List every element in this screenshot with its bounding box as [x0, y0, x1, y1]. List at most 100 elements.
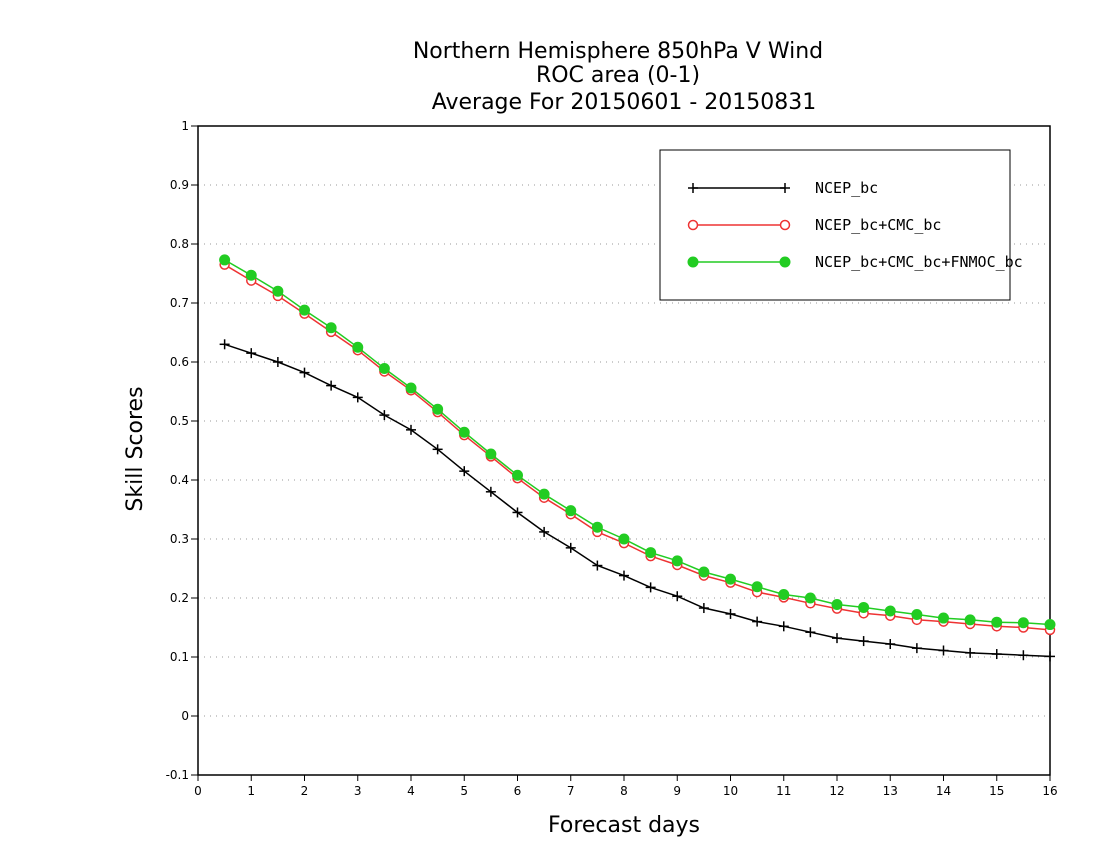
plus-marker [485, 486, 496, 497]
plus-marker [352, 392, 363, 403]
plus-marker [459, 466, 470, 477]
plus-marker [672, 591, 683, 602]
x-tick-label: 10 [723, 784, 738, 798]
x-tick-label: 14 [936, 784, 951, 798]
filled-circle-marker [591, 521, 603, 533]
filled-circle-marker [938, 612, 949, 624]
chart-title-line-2: ROC area (0-1) [536, 63, 700, 88]
y-tick-label: 0.5 [170, 414, 189, 428]
open-circle-marker [687, 219, 699, 231]
chart-title-line-1: Northern Hemisphere 850hPa V Wind [413, 39, 823, 64]
y-tick-label: 0.1 [170, 650, 189, 664]
plus-marker [406, 424, 416, 435]
filled-circle-marker [299, 304, 310, 316]
y-tick-label: 0.2 [170, 591, 189, 605]
y-tick-label: 0 [181, 709, 189, 723]
plus-marker [991, 649, 1002, 660]
plus-marker [619, 570, 629, 581]
legend: NCEP_bc NCEP_bc+CMC_bc NCEP_bc+CMC_bc+FNMO… [659, 149, 1023, 301]
filled-circle-marker [671, 555, 683, 567]
plus-marker [688, 183, 698, 193]
filled-circle-marker [687, 256, 699, 268]
plus-marker [539, 526, 550, 537]
legend-label: NCEP_bc [815, 179, 878, 197]
plus-marker [1018, 650, 1029, 661]
x-tick-label: 4 [407, 784, 415, 798]
filled-circle-marker [831, 598, 843, 610]
plus-marker [272, 357, 283, 367]
filled-circle-marker [778, 588, 790, 600]
filled-circle-marker [884, 605, 896, 617]
legend-label: NCEP_bc+CMC_bc+FNMOC_bc [815, 253, 1023, 271]
filled-circle-marker [272, 285, 284, 297]
filled-circle-marker [538, 488, 550, 500]
series-3 [219, 254, 1056, 631]
plus-marker [752, 616, 763, 627]
x-tick-label: 6 [514, 784, 522, 798]
plus-marker [858, 636, 869, 647]
filled-circle-marker [458, 426, 470, 438]
y-tick-label: 0.9 [170, 178, 189, 192]
plus-marker [299, 367, 310, 378]
chart-title: Northern Hemisphere 850hPa V Wind ROC ar… [413, 39, 823, 115]
x-tick-label: 5 [460, 784, 468, 798]
x-axis-title: Forecast days [548, 813, 700, 838]
filled-circle-marker [698, 566, 710, 578]
x-tick-label: 9 [673, 784, 681, 798]
series-line [224, 264, 1051, 631]
legend-entry: NCEP_bc [688, 179, 878, 197]
y-tick-label: 0.8 [170, 237, 189, 251]
x-tick-label: 13 [883, 784, 898, 798]
plus-marker [778, 621, 789, 632]
y-tick-label: 0.6 [170, 355, 189, 369]
filled-circle-marker [405, 382, 417, 394]
x-tick-label: 12 [829, 784, 844, 798]
filled-circle-marker [565, 505, 577, 517]
x-tick-label: 7 [567, 784, 575, 798]
legend-entry: NCEP_bc+CMC_bc+FNMOC_bc [687, 253, 1023, 271]
plus-marker [780, 183, 790, 193]
y-tick-label: 0.3 [170, 532, 189, 546]
filled-circle-marker [1017, 617, 1029, 629]
filled-circle-marker [779, 256, 791, 268]
x-tick-label: 2 [301, 784, 309, 798]
filled-circle-marker [725, 573, 736, 585]
filled-circle-marker [432, 403, 444, 415]
filled-circle-marker [618, 533, 630, 545]
series-2 [219, 259, 1056, 636]
legend-label: NCEP_bc+CMC_bc [815, 216, 941, 234]
x-tick-label: 8 [620, 784, 628, 798]
series-line [224, 259, 1051, 626]
plus-marker [432, 444, 443, 455]
series-1 [219, 339, 1055, 662]
open-circle-marker [779, 219, 791, 231]
y-tick-label: 1 [181, 119, 189, 133]
filled-circle-marker [911, 609, 923, 621]
plus-marker [911, 643, 922, 654]
filled-circle-marker [219, 254, 231, 266]
x-tick-label: 11 [776, 784, 791, 798]
plus-marker [938, 645, 949, 656]
x-tick-label: 3 [354, 784, 362, 798]
plus-marker [219, 339, 230, 350]
plus-marker [1045, 651, 1055, 662]
y-axis-title: Skill Scores [123, 386, 148, 511]
x-tick-label: 0 [194, 784, 202, 798]
filled-circle-marker [1044, 619, 1056, 631]
filled-circle-marker [858, 601, 870, 613]
plus-marker [725, 608, 736, 619]
filled-circle-marker [512, 469, 523, 481]
filled-circle-marker [352, 341, 364, 353]
filled-circle-marker [991, 616, 1003, 628]
plus-marker [885, 639, 896, 650]
series-line [224, 343, 1051, 658]
plus-marker [698, 603, 709, 614]
y-tick-label: 0.4 [170, 473, 189, 487]
filled-circle-marker [804, 592, 816, 604]
filled-circle-marker [485, 448, 497, 460]
axes: -0.100.10.20.30.40.50.60.70.80.910 1 2 3 4 5 6… [166, 119, 1058, 798]
x-tick-label: 1 [247, 784, 255, 798]
y-tick-label: -0.1 [166, 768, 189, 782]
